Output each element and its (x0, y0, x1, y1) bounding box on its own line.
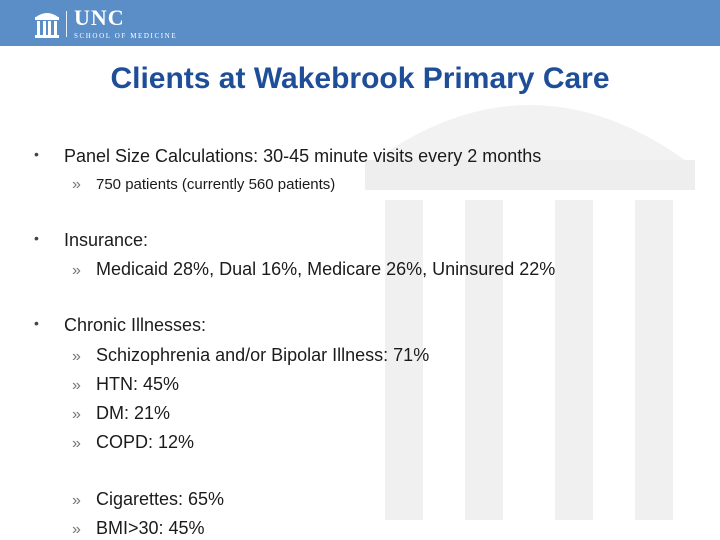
sub-bullet-text: DM: 21% (96, 403, 171, 423)
logo-subtitle: SCHOOL OF MEDICINE (74, 32, 178, 40)
sub-bullet-text: 750 patients (currently 560 patients) (96, 176, 336, 193)
logo-divider (66, 11, 67, 37)
sub-bullet-text: COPD: 12% (96, 432, 195, 452)
sub-bullet-copd: » COPD: 12% (72, 432, 194, 453)
sub-bullet-marker-icon: » (72, 348, 81, 365)
sub-bullet-dm: » DM: 21% (72, 403, 170, 424)
sub-bullet-marker-icon: » (72, 492, 81, 509)
bullet-text: Chronic Illnesses: (64, 315, 207, 335)
bullet-dot-icon: • (34, 315, 39, 331)
header-bar: UNC SCHOOL OF MEDICINE (0, 0, 720, 46)
bullet-dot-icon: • (34, 146, 39, 162)
sub-bullet-htn: » HTN: 45% (72, 374, 179, 395)
sub-bullet-text: Schizophrenia and/or Bipolar Illness: 71… (96, 345, 430, 365)
old-well-watermark-icon (365, 105, 695, 520)
sub-bullet-patients: » 750 patients (currently 560 patients) (72, 176, 335, 194)
slide-title: Clients at Wakebrook Primary Care (110, 62, 610, 95)
sub-bullet-text: BMI>30: 45% (96, 518, 205, 538)
sub-bullet-marker-icon: » (72, 521, 81, 538)
logo-unc: UNC (74, 5, 125, 30)
sub-bullet-marker-icon: » (72, 406, 81, 423)
sub-bullet-text: Cigarettes: 65% (96, 489, 225, 509)
sub-bullet-cigarettes: » Cigarettes: 65% (72, 489, 224, 510)
sub-bullet-marker-icon: » (72, 377, 81, 394)
sub-bullet-schizophrenia: » Schizophrenia and/or Bipolar Illness: 7… (72, 345, 429, 366)
sub-bullet-text: HTN: 45% (96, 374, 180, 394)
bullet-text: Insurance: (64, 230, 149, 250)
sub-bullet-bmi: » BMI>30: 45% (72, 518, 205, 539)
sub-bullet-marker-icon: » (72, 176, 81, 193)
bullet-text: Panel Size Calculations: 30-45 minute vi… (64, 146, 542, 166)
sub-bullet-marker-icon: » (72, 435, 81, 452)
sub-bullet-text: Medicaid 28%, Dual 16%, Medicare 26%, Un… (96, 259, 556, 279)
logo-wordmark: UNC SCHOOL OF MEDICINE (74, 5, 178, 41)
sub-bullet-marker-icon: » (72, 262, 81, 279)
old-well-logo-icon (34, 8, 60, 40)
bullet-dot-icon: • (34, 230, 39, 246)
sub-bullet-insurance-mix: » Medicaid 28%, Dual 16%, Medicare 26%, U… (72, 259, 555, 280)
